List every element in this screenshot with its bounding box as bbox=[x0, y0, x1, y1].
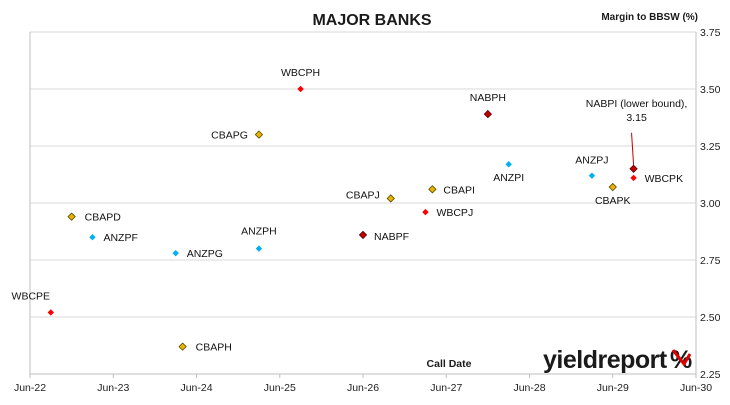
yieldreport-logo: yieldreport % bbox=[543, 346, 692, 374]
point-cbapd bbox=[67, 212, 76, 221]
x-tick-label: Jun-24 bbox=[180, 382, 212, 394]
y-tick-label: 3.50 bbox=[700, 84, 721, 96]
label-wbcph: WBCPH bbox=[281, 67, 320, 79]
label-anzpf: ANZPF bbox=[103, 232, 137, 244]
y-tick-label: 3.25 bbox=[700, 141, 721, 153]
chart-title: MAJOR BANKS bbox=[312, 12, 431, 29]
x-tick-label: Jun-25 bbox=[264, 382, 296, 394]
annotation-leader-line bbox=[631, 132, 635, 165]
y-tick-label: 2.25 bbox=[700, 369, 721, 381]
point-wbcph bbox=[297, 85, 304, 93]
point-nabpf bbox=[358, 230, 368, 240]
point-labels: WBCPE CBAPD ANZPF ANZPG CBAPH ANZPH CBAPG WBCPH… bbox=[12, 67, 688, 354]
x-tick-label: Jun-30 bbox=[680, 382, 712, 394]
x-tick-label: Jun-23 bbox=[97, 382, 129, 394]
point-anzph bbox=[255, 245, 263, 252]
label-wbcpk: WBCPK bbox=[645, 173, 684, 185]
label-cbapk: CBAPK bbox=[595, 195, 631, 207]
point-wbcpk bbox=[630, 174, 637, 182]
point-cbapg bbox=[254, 130, 264, 139]
label-nabpf: NABPF bbox=[374, 231, 409, 243]
annotation-text: 3.15 bbox=[626, 112, 647, 124]
label-cbapi: CBAPI bbox=[443, 184, 475, 196]
logo-text: yieldreport bbox=[543, 346, 668, 374]
axes: 2.25 2.50 2.75 3.00 3.25 3.50 3.75 Jun-22 Jun-23… bbox=[14, 27, 721, 394]
label-wbcpj: WBCPJ bbox=[436, 207, 473, 219]
point-nabph bbox=[483, 109, 493, 119]
y-tick-label: 2.50 bbox=[700, 312, 721, 324]
point-anzpj bbox=[588, 172, 596, 179]
y-tick-label: 2.75 bbox=[700, 255, 721, 267]
point-cbapk bbox=[608, 182, 617, 192]
x-tick-label: Jun-28 bbox=[513, 382, 545, 394]
x-tick-label: Jun-26 bbox=[347, 382, 379, 394]
point-wbcpj bbox=[422, 208, 429, 216]
point-nabpi bbox=[629, 164, 638, 173]
label-anzpj: ANZPJ bbox=[575, 155, 608, 167]
label-anzpi: ANZPI bbox=[493, 172, 524, 184]
point-anzpg bbox=[172, 249, 179, 257]
y-tick-label: 3.75 bbox=[700, 27, 721, 39]
annotation-text: NABPI (lower bound), bbox=[586, 98, 688, 110]
point-anzpi bbox=[505, 161, 512, 168]
data-points bbox=[47, 85, 638, 351]
x-tick-label: Jun-29 bbox=[597, 382, 629, 394]
label-cbapj: CBAPJ bbox=[346, 189, 380, 201]
x-tick-label: Jun-27 bbox=[430, 382, 462, 394]
point-anzpf bbox=[89, 234, 96, 241]
label-wbcpe: WBCPE bbox=[12, 290, 51, 302]
point-cbaph bbox=[178, 342, 187, 351]
x-tick-label: Jun-22 bbox=[14, 382, 46, 394]
label-cbapd: CBAPD bbox=[85, 212, 122, 224]
y-tick-label: 3.00 bbox=[700, 198, 721, 210]
label-cbapg: CBAPG bbox=[211, 130, 248, 142]
logo-tick-icon bbox=[671, 349, 692, 367]
gridlines bbox=[30, 31, 696, 318]
point-wbcpe bbox=[47, 309, 55, 316]
label-anzph: ANZPH bbox=[241, 226, 277, 238]
y-axis-title: Margin to BBSW (%) bbox=[601, 12, 698, 23]
label-nabph: NABPH bbox=[470, 92, 506, 104]
label-anzpg: ANZPG bbox=[187, 248, 223, 260]
label-cbaph: CBAPH bbox=[196, 342, 232, 354]
point-cbapj bbox=[386, 194, 395, 203]
point-cbapi bbox=[428, 185, 437, 194]
x-axis-title: Call Date bbox=[427, 358, 472, 370]
